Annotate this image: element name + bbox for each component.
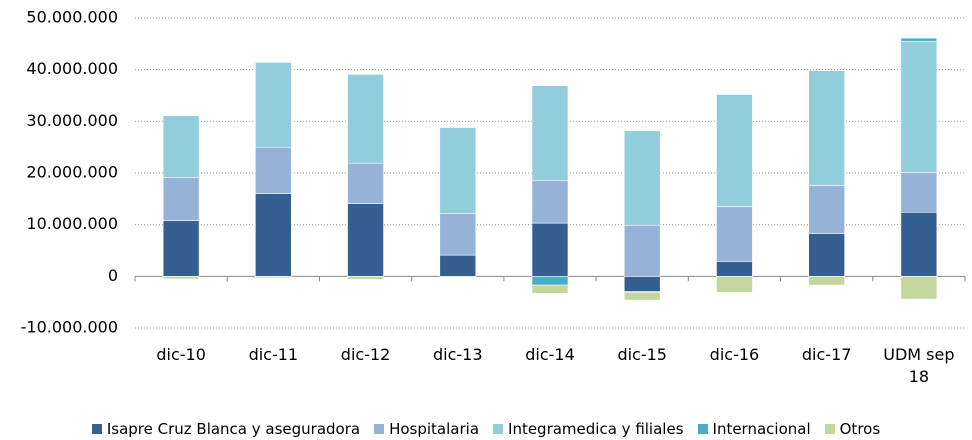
bar-segment xyxy=(162,220,200,277)
bar-segment xyxy=(531,85,569,181)
legend-item: Internacional xyxy=(697,420,811,438)
bar-segment xyxy=(623,224,661,277)
bar-segment xyxy=(531,179,569,224)
bar-segment xyxy=(162,276,200,280)
bar-segment xyxy=(162,177,200,221)
bar-segment xyxy=(623,292,661,301)
legend-item: Isapre Cruz Blanca y aseguradora xyxy=(91,420,361,438)
bar-segment xyxy=(439,276,477,278)
bar-segment xyxy=(808,70,845,186)
legend-item: Integramedica y filiales xyxy=(493,420,684,438)
legend-label: Hospitalaria xyxy=(389,420,480,438)
y-tick-label: -10.000.000 xyxy=(21,318,118,337)
bar-segment xyxy=(531,276,569,286)
bar-segment xyxy=(808,185,845,234)
legend-label: Isapre Cruz Blanca y aseguradora xyxy=(106,420,361,438)
y-tick-label: 30.000.000 xyxy=(26,111,118,130)
x-tick-label: dic-13 xyxy=(433,345,483,364)
legend: Isapre Cruz Blanca y aseguradora Hospital… xyxy=(0,420,972,438)
bar-segment xyxy=(623,276,661,292)
x-tick-label: dic-14 xyxy=(525,345,575,364)
bar-segment xyxy=(900,37,938,42)
x-tick-label: dic-12 xyxy=(340,345,391,364)
bar-segment xyxy=(716,261,753,277)
bar-segment xyxy=(347,74,384,164)
bar-segment xyxy=(347,203,384,277)
x-tick-label: dic-15 xyxy=(617,345,667,364)
y-tick-label: 40.000.000 xyxy=(26,59,118,78)
bar-segment xyxy=(347,276,384,280)
legend-swatch xyxy=(697,424,708,434)
legend-item: Hospitalaria xyxy=(374,420,479,438)
y-tick-label: 10.000.000 xyxy=(26,214,118,233)
bar-segment xyxy=(716,206,753,262)
legend-item: Otros xyxy=(824,420,881,438)
legend-label: Otros xyxy=(839,420,881,438)
bar-segment xyxy=(808,233,845,277)
x-tick-label: dic-10 xyxy=(156,345,206,364)
legend-swatch xyxy=(91,424,102,434)
x-tick-label: dic-11 xyxy=(248,345,299,364)
bar-segment xyxy=(900,276,938,300)
legend-swatch xyxy=(824,424,835,434)
bar-segment xyxy=(439,127,477,214)
legend-label: Internacional xyxy=(712,420,811,438)
x-tick-label: dic-16 xyxy=(709,345,760,364)
bar-segment xyxy=(900,211,938,277)
y-tick-label: 0 xyxy=(108,266,118,285)
bar-segment xyxy=(439,254,477,277)
bar-segment xyxy=(439,213,477,256)
bar-segment xyxy=(531,284,569,294)
legend-label: Integramedica y filiales xyxy=(508,420,684,438)
bar-segment xyxy=(716,94,753,207)
bar-segment xyxy=(623,130,661,226)
bar-segment xyxy=(531,222,569,277)
bar-segment xyxy=(347,162,384,204)
bar-segment xyxy=(255,276,292,279)
bar-segment xyxy=(255,193,292,277)
x-tick-label: UDM sep 18 xyxy=(883,345,955,386)
legend-swatch xyxy=(374,424,385,434)
bar-segment xyxy=(808,276,845,286)
bar-segment xyxy=(255,62,292,148)
bar-segment xyxy=(900,172,938,213)
x-tick-label: dic-17 xyxy=(801,345,852,364)
bar-segment xyxy=(255,146,292,194)
bar-segment xyxy=(900,40,938,173)
legend-swatch xyxy=(493,424,504,434)
bar-segment xyxy=(162,115,200,178)
bar-segment xyxy=(716,276,753,293)
y-tick-label: 50.000.000 xyxy=(26,8,118,27)
y-tick-label: 20.000.000 xyxy=(26,163,118,182)
